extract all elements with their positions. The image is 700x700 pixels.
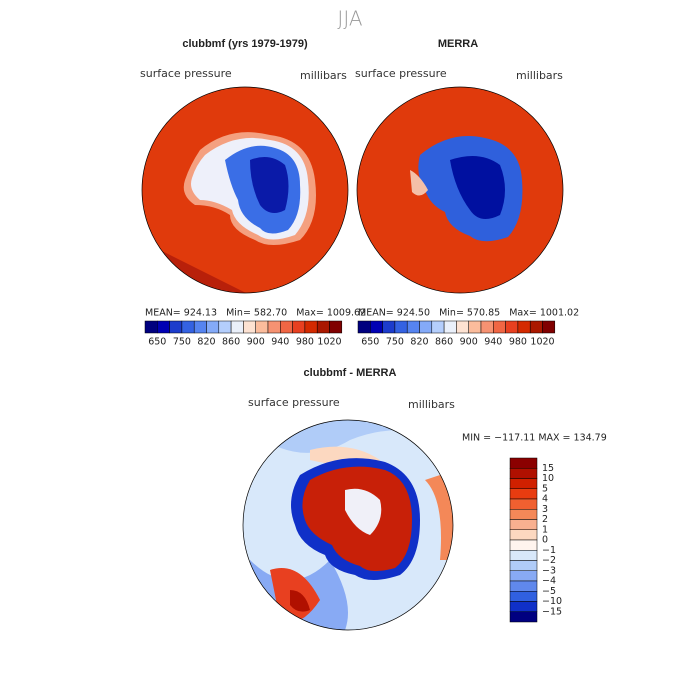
colorbar-box — [419, 320, 433, 334]
colorbar-label: 900 — [247, 337, 265, 348]
colorbar-box — [509, 539, 538, 551]
colorbar-box — [509, 468, 538, 479]
colorbar-box — [304, 320, 318, 334]
colorbar-box — [280, 320, 293, 334]
colorbar-label: 750 — [173, 337, 191, 348]
colorbar-label: −2 — [542, 555, 556, 566]
colorbar-label: 940 — [484, 337, 502, 348]
colorbar-box — [431, 320, 445, 334]
colorbar-box — [193, 320, 207, 334]
stats: MEAN= 924.50 Min= 570.85 Max= 1001.02 — [358, 308, 579, 319]
map — [357, 87, 563, 293]
colorbar-label: 650 — [361, 337, 379, 348]
colorbar-box — [509, 519, 538, 530]
panel-title: MERRA — [438, 38, 478, 50]
colorbar-box — [542, 320, 556, 334]
colorbar-label: −3 — [542, 565, 556, 576]
colorbar-box — [329, 320, 343, 334]
colorbar-box — [509, 570, 538, 582]
colorbar-box — [443, 320, 457, 334]
stats: MEAN= 924.13 Min= 582.70 Max= 1009.62 — [145, 308, 366, 319]
map — [243, 420, 453, 630]
colorbar-box — [243, 320, 256, 334]
colorbar-box — [509, 601, 538, 612]
field-label: surface pressure — [355, 67, 447, 80]
figure-title: JJA — [337, 7, 362, 31]
map — [142, 87, 348, 293]
colorbar-label: 980 — [296, 337, 314, 348]
field-label: surface pressure — [248, 396, 340, 409]
colorbar-box — [382, 320, 396, 334]
colorbar-box — [480, 320, 494, 334]
colorbar-box — [292, 320, 306, 334]
colorbar-box — [267, 320, 281, 334]
colorbar-box — [509, 509, 538, 520]
colorbar-label: 650 — [148, 337, 166, 348]
colorbar-label: −4 — [542, 576, 556, 587]
colorbar-box — [357, 320, 371, 334]
colorbar-box — [529, 320, 543, 334]
colorbar-label: 900 — [460, 337, 478, 348]
colorbar-box — [509, 591, 538, 602]
units-label: millibars — [408, 398, 455, 411]
colorbar-box — [509, 478, 538, 489]
colorbar-label: 15 — [542, 463, 554, 474]
colorbar-box — [456, 320, 469, 334]
colorbar-label: 10 — [542, 473, 554, 484]
colorbar-box — [509, 560, 538, 571]
colorbar-box — [517, 320, 531, 334]
colorbar-box — [505, 320, 519, 334]
colorbar-box — [509, 498, 538, 510]
colorbar-label: 820 — [197, 337, 215, 348]
colorbar-label: 940 — [271, 337, 289, 348]
colorbar-label: 1020 — [530, 337, 554, 348]
colorbar-box — [316, 320, 330, 334]
colorbar-box — [169, 320, 183, 334]
panel-title: clubbmf (yrs 1979-1979) — [182, 38, 308, 50]
colorbar-box — [509, 550, 538, 561]
colorbar-label: 3 — [542, 504, 548, 515]
colorbar-label: 860 — [435, 337, 453, 348]
colorbar-box — [509, 611, 538, 623]
colorbar-box — [468, 320, 482, 334]
colorbar-label: 1020 — [317, 337, 341, 348]
colorbar-box — [206, 320, 220, 334]
colorbar-box — [509, 457, 538, 469]
units-label: millibars — [300, 69, 347, 82]
colorbar-box — [509, 488, 538, 500]
colorbar-label: 4 — [542, 494, 548, 505]
colorbar-label: 750 — [386, 337, 404, 348]
colorbar-box — [406, 320, 420, 334]
colorbar-box — [394, 320, 408, 334]
colorbar-label: 860 — [222, 337, 240, 348]
diff-title: clubbmf - MERRA — [304, 367, 397, 379]
colorbar-box — [157, 320, 170, 334]
colorbar-box — [144, 320, 158, 334]
colorbar-box — [493, 320, 506, 334]
colorbar-label: 5 — [542, 483, 548, 494]
colorbar-box — [509, 580, 538, 592]
colorbar-box — [181, 320, 195, 334]
colorbar-label: −1 — [542, 545, 556, 556]
colorbar-box — [255, 320, 269, 334]
colorbar-label: 980 — [509, 337, 527, 348]
colorbar-label: −15 — [542, 606, 562, 617]
colorbar-box — [218, 320, 232, 334]
colorbar-label: 0 — [542, 535, 548, 546]
colorbar-box — [509, 529, 538, 541]
colorbar-label: −10 — [542, 596, 562, 607]
colorbar-label: −5 — [542, 586, 556, 597]
colorbar-label: 1 — [542, 524, 548, 535]
colorbar-box — [230, 320, 244, 334]
units-label: millibars — [516, 69, 563, 82]
colorbar-label: 2 — [542, 514, 548, 525]
colorbar-label: 820 — [410, 337, 428, 348]
colorbar-box — [370, 320, 383, 334]
minmax: MIN = −117.11 MAX = 134.79 — [462, 433, 607, 444]
field-label: surface pressure — [140, 67, 232, 80]
